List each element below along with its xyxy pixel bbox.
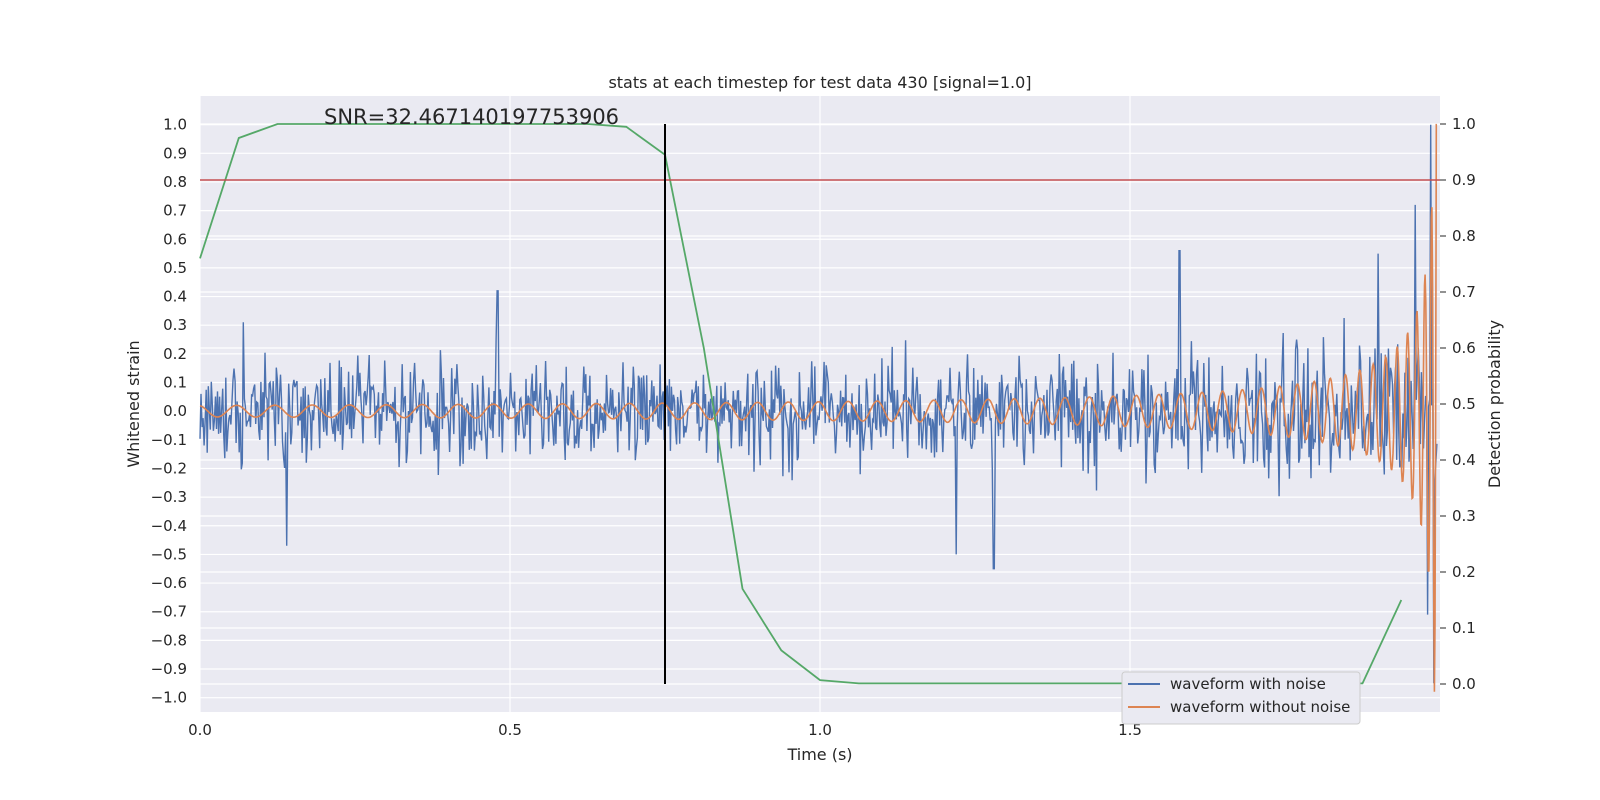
y-left-tick-label: −0.9 xyxy=(151,660,187,678)
y-right-tick-label: 0.9 xyxy=(1452,171,1476,189)
y-right-tick-label: 0.0 xyxy=(1452,675,1476,693)
y-right-tick-label: 0.7 xyxy=(1452,283,1476,301)
y-left-tick-label: −0.2 xyxy=(151,459,187,477)
series-line-waveform-without-noise xyxy=(199,123,1438,692)
reference-lines xyxy=(200,124,1440,684)
y-left-tick-label: 0.2 xyxy=(163,345,187,363)
x-tick-label: 1.0 xyxy=(808,721,832,739)
y-left-tick-label: −0.5 xyxy=(151,545,187,563)
y-right-tick-label: 0.4 xyxy=(1452,451,1476,469)
y-left-tick-label: −0.8 xyxy=(151,631,187,649)
y-left-tick-label: 0.5 xyxy=(163,259,187,277)
y-right-tick-label: 0.8 xyxy=(1452,227,1476,245)
y-right-tick-label: 0.3 xyxy=(1452,507,1476,525)
x-tick-label: 1.5 xyxy=(1118,721,1142,739)
y-left-tick-label: 0.7 xyxy=(163,202,187,220)
y-left-tick-label: −0.3 xyxy=(151,488,187,506)
y-right-tick-label: 0.2 xyxy=(1452,563,1476,581)
y-left-tick-label: 0.6 xyxy=(163,230,187,248)
x-axis-ticks: 0.0 0.5 1.0 1.5 xyxy=(188,721,1142,739)
y-left-tick-label: −0.4 xyxy=(151,517,187,535)
y-left-tick-label: 1.0 xyxy=(163,116,187,134)
y-left-tick-label: 0.8 xyxy=(163,173,187,191)
grid xyxy=(199,96,1440,712)
y-left-tick-label: −0.1 xyxy=(151,431,187,449)
y-left-tick-label: 0.3 xyxy=(163,316,187,334)
x-tick-label: 0.0 xyxy=(188,721,212,739)
y-left-tick-label: 0.9 xyxy=(163,144,187,162)
y-right-tick-label: 0.5 xyxy=(1452,395,1476,413)
y-right-axis-label: Detection probability xyxy=(1485,320,1504,488)
y-left-tick-label: −0.6 xyxy=(151,574,187,592)
legend-label-clean: waveform without noise xyxy=(1170,698,1350,716)
y-left-axis-ticks: 1.0 0.9 0.8 0.7 0.6 0.5 0.4 0.3 0.2 0.1 0.0 −0.1 −0.… xyxy=(151,116,187,707)
legend: waveform with noise waveform without noi… xyxy=(1121,671,1361,725)
y-left-tick-label: 0.1 xyxy=(163,374,187,392)
y-right-tick-label: 1.0 xyxy=(1452,115,1476,133)
legend-label-noise: waveform with noise xyxy=(1170,675,1326,693)
y-right-tick-label: 0.6 xyxy=(1452,339,1476,357)
y-left-tick-label: −0.7 xyxy=(151,603,187,621)
x-tick-label: 0.5 xyxy=(498,721,522,739)
y-right-tick-label: 0.1 xyxy=(1452,619,1476,637)
y-left-tick-label: −1.0 xyxy=(151,689,187,707)
x-axis-label: Time (s) xyxy=(786,745,852,764)
y-left-tick-label: 0.0 xyxy=(163,402,187,420)
chart-title: stats at each timestep for test data 430… xyxy=(608,73,1031,92)
snr-annotation: SNR=32.467140197753906 xyxy=(324,105,619,129)
legend-box xyxy=(1121,671,1361,725)
y-right-axis-ticks: 1.0 0.9 0.8 0.7 0.6 0.5 0.4 0.3 0.2 0.1 0.0 xyxy=(1440,115,1476,693)
series-line-waveform-with-noise xyxy=(199,124,1438,684)
y-left-axis-label: Whitened strain xyxy=(124,340,143,467)
y-left-tick-label: 0.4 xyxy=(163,288,187,306)
